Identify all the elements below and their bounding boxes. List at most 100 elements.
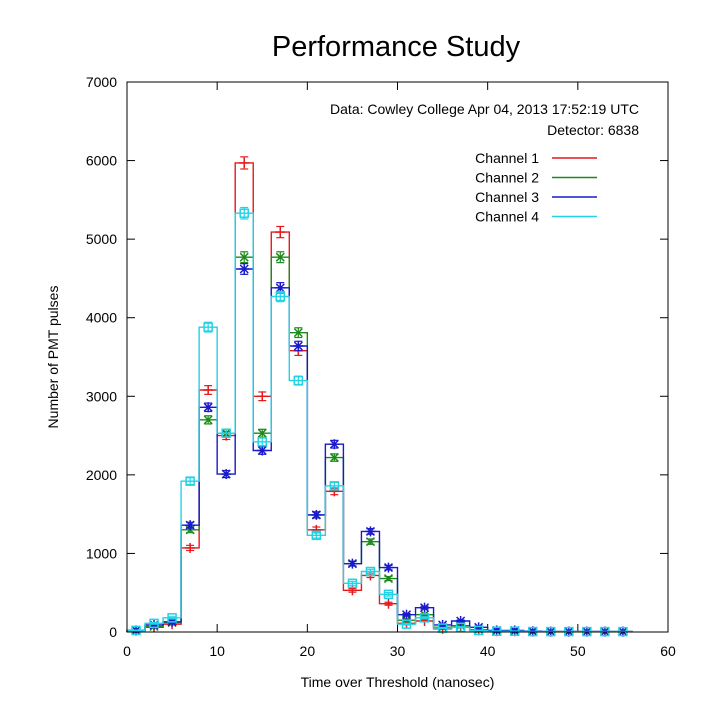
- y-tick-label: 4000: [86, 310, 117, 326]
- tick-labels: 0 10 20 30 40 50 60 0 1000 2000 3000 4000 5000 6000 70…: [86, 74, 676, 659]
- data-point-marker: [257, 445, 267, 456]
- y-tick-label: 5000: [86, 231, 117, 247]
- data-point: [329, 439, 340, 450]
- data-point-marker: [221, 428, 231, 438]
- y-tick-label: 1000: [86, 545, 117, 561]
- data-point: [329, 481, 340, 491]
- data-point: [347, 578, 358, 589]
- data-point: [203, 321, 213, 333]
- annotation-detector: Detector: 6838: [547, 122, 639, 138]
- data-point-marker: [149, 618, 159, 629]
- data-point: [257, 391, 268, 402]
- data-point: [167, 613, 177, 623]
- data-point-marker: [275, 283, 285, 293]
- data-point: [311, 530, 322, 541]
- data-point-marker: [509, 626, 520, 636]
- data-point-marker: [383, 574, 394, 584]
- data-point-marker: [365, 537, 375, 547]
- y-axis-label: Number of PMT pulses: [45, 286, 61, 429]
- data-point: [203, 385, 214, 395]
- data-point-marker: [473, 625, 484, 636]
- legend-label: Channel 1: [475, 150, 539, 166]
- data-point-marker: [239, 208, 249, 218]
- data-point-marker: [329, 439, 339, 449]
- x-tick-label: 0: [123, 643, 131, 659]
- data-point: [383, 574, 394, 584]
- data-point-marker: [347, 578, 358, 589]
- y-tick-label: 6000: [86, 153, 117, 169]
- data-point-marker: [329, 453, 339, 463]
- data-point-marker: [311, 530, 322, 541]
- data-point-marker: [491, 626, 502, 636]
- data-point: [473, 625, 484, 636]
- series-4: [126, 206, 633, 637]
- data-point-marker: [275, 252, 285, 262]
- data-point: [329, 453, 339, 463]
- data-point-marker: [383, 589, 394, 600]
- data-point: [239, 251, 249, 264]
- data-point-marker: [455, 622, 466, 633]
- y-tick-label: 2000: [86, 467, 117, 483]
- data-point: [365, 537, 375, 547]
- data-point: [383, 589, 394, 600]
- x-axis-label: Time over Threshold (nanosec): [301, 674, 495, 690]
- data-point: [293, 375, 304, 386]
- data-point: [185, 520, 196, 531]
- data-point: [401, 609, 412, 620]
- data-point-marker: [419, 613, 430, 623]
- data-point-marker: [365, 526, 375, 536]
- data-point-marker: [365, 566, 376, 577]
- data-point: [365, 566, 376, 577]
- data-point-marker: [203, 402, 213, 412]
- data-point-marker: [420, 603, 430, 613]
- data-point-marker: [203, 415, 213, 425]
- data-point: [185, 542, 196, 553]
- data-point-marker: [185, 520, 195, 530]
- data-point: [275, 225, 286, 239]
- x-tick-label: 40: [480, 643, 496, 659]
- data-point: [149, 618, 159, 629]
- data-point-marker: [401, 619, 412, 629]
- x-tick-label: 10: [209, 643, 225, 659]
- data-point-marker: [185, 476, 195, 486]
- data-point: [239, 156, 250, 170]
- x-tick-label: 60: [660, 643, 676, 659]
- data-point: [383, 598, 394, 609]
- legend-label: Channel 2: [475, 170, 539, 186]
- data-point: [419, 602, 430, 613]
- data-point: [275, 251, 285, 264]
- y-tick-label: 3000: [86, 388, 117, 404]
- data-point: [239, 206, 249, 220]
- data-point: [257, 437, 267, 447]
- annotation-data-source: Data: Cowley College Apr 04, 2013 17:52:…: [330, 101, 639, 117]
- legend: Channel 1 Channel 2 Channel 3 Channel 4: [475, 150, 597, 225]
- legend-label: Channel 4: [475, 209, 539, 225]
- data-point-marker: [239, 252, 249, 262]
- data-point: [221, 469, 232, 480]
- data-point: [275, 290, 286, 303]
- data-point: [383, 562, 394, 573]
- data-point-marker: [221, 469, 231, 479]
- data-point-marker: [347, 559, 357, 569]
- data-point-marker: [131, 625, 141, 636]
- data-point: [185, 476, 195, 486]
- data-point-marker: [293, 375, 304, 386]
- legend-label: Channel 3: [475, 189, 539, 205]
- data-point: [203, 402, 214, 413]
- data-point: [491, 626, 502, 636]
- data-point: [257, 445, 268, 456]
- plot-frame: [126, 81, 669, 633]
- data-point: [203, 415, 213, 425]
- data-point: [347, 558, 358, 569]
- series-layer: [126, 156, 633, 637]
- data-point: [293, 327, 303, 339]
- data-point-marker: [293, 341, 303, 351]
- data-point-marker: [257, 437, 267, 447]
- x-tick-label: 50: [570, 643, 586, 659]
- data-point-marker: [275, 291, 286, 302]
- data-point: [365, 526, 376, 537]
- x-tick-label: 30: [390, 643, 406, 659]
- data-point: [293, 340, 304, 352]
- data-point: [131, 625, 141, 636]
